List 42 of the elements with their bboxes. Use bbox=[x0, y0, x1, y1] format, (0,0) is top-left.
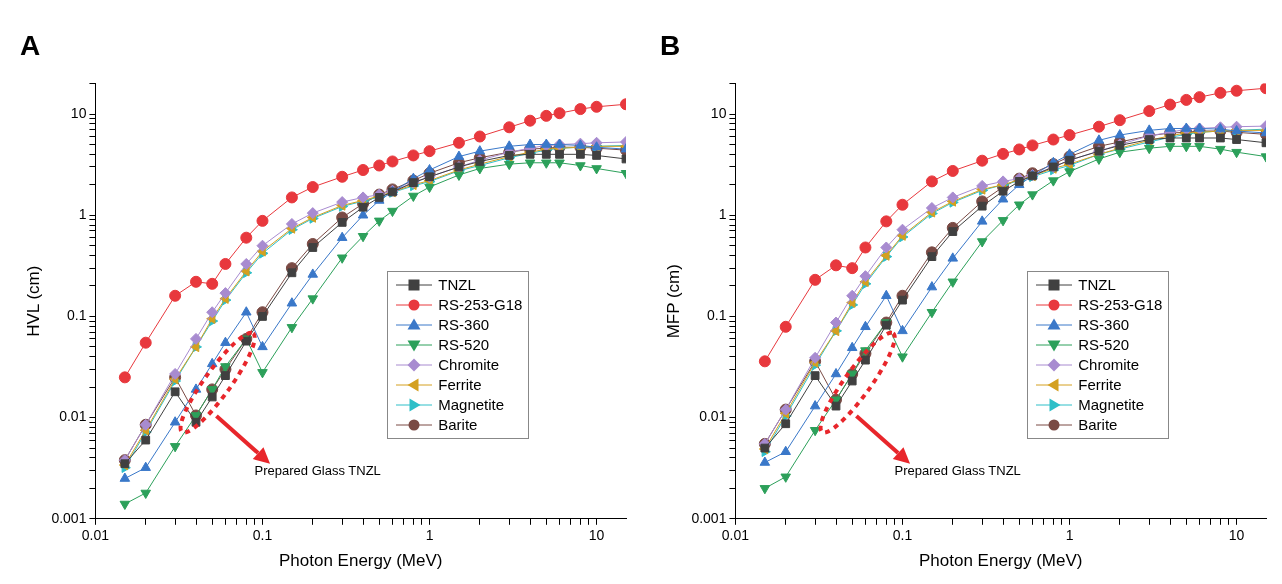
x-tick-label: 1 bbox=[425, 527, 434, 544]
y-tick-label: 0.1 bbox=[706, 307, 727, 324]
y-tick-label: 10 bbox=[70, 104, 87, 121]
legend-label: Magnetite bbox=[1078, 394, 1145, 415]
legend-label: Chromite bbox=[438, 354, 500, 375]
y-tick-label: 1 bbox=[718, 206, 727, 223]
y-tick-label: 0.001 bbox=[691, 509, 727, 526]
x-tick-label: 0.01 bbox=[721, 527, 750, 544]
legend-label: RS-253-G18 bbox=[1078, 294, 1163, 315]
legend-label: Chromite bbox=[1078, 354, 1140, 375]
x-tick-label: 0.1 bbox=[252, 527, 273, 544]
x-tick-label: 0.1 bbox=[892, 527, 913, 544]
annotation: Prepared Glass TNZL bbox=[894, 462, 1021, 478]
legend-label: RS-520 bbox=[1078, 334, 1130, 355]
y-tick-label: 0.01 bbox=[59, 408, 87, 425]
legend-label: RS-360 bbox=[1078, 314, 1130, 335]
y-tick-label: 0.1 bbox=[66, 307, 87, 324]
x-axis-title: Photon Energy (MeV) bbox=[278, 551, 443, 571]
x-tick-label: 10 bbox=[588, 527, 605, 544]
legend-label: RS-253-G18 bbox=[438, 294, 523, 315]
y-tick-label: 0.01 bbox=[699, 408, 727, 425]
legend-label: Ferrite bbox=[1078, 374, 1122, 395]
legend-label: TNZL bbox=[1078, 274, 1116, 295]
x-tick-label: 1 bbox=[1065, 527, 1074, 544]
x-tick-label: 10 bbox=[1228, 527, 1245, 544]
chart-title: A bbox=[20, 29, 41, 61]
annotation: Prepared Glass TNZL bbox=[254, 462, 381, 478]
legend-label: Magnetite bbox=[438, 394, 505, 415]
y-tick-label: 1 bbox=[78, 206, 87, 223]
chart-title: B bbox=[660, 29, 681, 61]
legend-label: RS-360 bbox=[438, 314, 490, 335]
legend-label: RS-520 bbox=[438, 334, 490, 355]
legend-label: Barite bbox=[438, 414, 478, 435]
x-tick-label: 0.01 bbox=[81, 527, 110, 544]
legend-label: Barite bbox=[1078, 414, 1118, 435]
x-axis-title: Photon Energy (MeV) bbox=[918, 551, 1083, 571]
legend-label: TNZL bbox=[438, 274, 476, 295]
y-axis-title: MFP (cm) bbox=[663, 264, 683, 339]
y-axis-title: HVL (cm) bbox=[23, 265, 43, 337]
y-tick-label: 0.001 bbox=[51, 509, 87, 526]
y-tick-label: 10 bbox=[710, 104, 727, 121]
legend-label: Ferrite bbox=[438, 374, 482, 395]
